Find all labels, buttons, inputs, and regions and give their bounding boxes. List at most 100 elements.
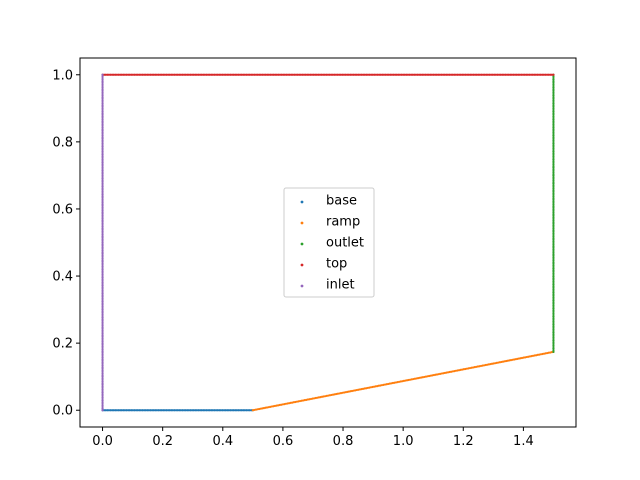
data-point xyxy=(101,321,104,324)
legend-marker-top xyxy=(300,263,304,267)
data-point xyxy=(474,73,477,76)
data-point xyxy=(101,332,104,335)
data-point xyxy=(152,73,155,76)
data-point xyxy=(552,158,555,161)
data-point xyxy=(101,163,104,166)
data-point xyxy=(101,289,104,292)
data-point xyxy=(210,73,213,76)
data-point xyxy=(101,159,104,163)
data-point xyxy=(552,153,555,156)
data-point xyxy=(109,409,112,412)
data-point xyxy=(382,73,386,76)
data-point xyxy=(552,291,555,294)
data-point xyxy=(552,329,555,333)
data-point xyxy=(552,286,555,289)
data-point xyxy=(536,73,539,76)
data-point xyxy=(230,73,234,76)
data-point xyxy=(483,73,486,76)
data-point xyxy=(552,120,555,123)
data-point xyxy=(552,92,555,96)
data-point xyxy=(523,73,526,76)
data-point xyxy=(552,342,555,345)
data-point xyxy=(133,73,136,76)
data-point xyxy=(552,297,555,301)
data-point xyxy=(552,113,555,116)
data-point xyxy=(101,373,104,377)
data-point xyxy=(411,73,414,76)
data-point xyxy=(296,73,299,76)
data-point xyxy=(101,265,104,268)
data-point xyxy=(101,193,104,196)
data-point xyxy=(119,73,122,76)
data-point xyxy=(221,409,224,412)
data-point xyxy=(552,142,555,145)
data-point xyxy=(101,273,104,276)
data-point xyxy=(141,73,144,76)
data-point xyxy=(552,180,555,184)
data-point xyxy=(464,73,467,76)
data-point xyxy=(552,337,555,341)
data-point xyxy=(101,358,104,361)
data-point xyxy=(552,100,555,104)
data-point xyxy=(187,409,190,412)
legend-label-outlet: outlet xyxy=(326,236,364,251)
data-point xyxy=(459,73,462,76)
data-point xyxy=(101,329,104,332)
data-point xyxy=(178,73,181,76)
data-point xyxy=(330,73,333,76)
data-point xyxy=(518,73,521,76)
data-point xyxy=(486,73,489,76)
data-point xyxy=(238,73,242,76)
data-point xyxy=(149,73,152,76)
data-point xyxy=(101,115,104,118)
data-point xyxy=(458,73,461,76)
data-point xyxy=(101,343,104,346)
data-point xyxy=(101,350,104,353)
data-point xyxy=(376,73,379,76)
data-point xyxy=(504,73,507,76)
data-point xyxy=(101,140,104,143)
data-point xyxy=(529,73,533,76)
data-point xyxy=(416,73,419,76)
data-point xyxy=(135,73,138,76)
data-point xyxy=(552,131,555,134)
data-point xyxy=(101,129,104,132)
data-point xyxy=(298,73,301,76)
data-point xyxy=(552,129,555,132)
data-point xyxy=(101,279,104,282)
data-point xyxy=(101,116,104,119)
data-point xyxy=(190,73,194,76)
data-point xyxy=(101,286,104,289)
data-point xyxy=(232,73,235,76)
data-point xyxy=(373,73,376,76)
data-point xyxy=(552,277,555,280)
data-point xyxy=(101,124,104,127)
data-point xyxy=(552,345,555,349)
data-point xyxy=(101,214,104,217)
data-point xyxy=(227,409,230,412)
data-point xyxy=(512,73,515,76)
data-point xyxy=(101,143,104,147)
data-point xyxy=(552,78,555,81)
data-point xyxy=(101,342,104,345)
data-point xyxy=(285,73,288,76)
data-point xyxy=(261,73,264,76)
data-point xyxy=(101,76,104,80)
data-point xyxy=(552,110,555,113)
data-point xyxy=(101,118,104,121)
data-point xyxy=(288,73,291,76)
data-point xyxy=(245,73,248,76)
data-point xyxy=(513,73,517,76)
data-point xyxy=(539,73,542,76)
data-point xyxy=(101,73,104,76)
data-point xyxy=(206,73,210,76)
data-point xyxy=(101,233,104,236)
data-point xyxy=(338,73,341,76)
data-point xyxy=(112,73,115,76)
data-point xyxy=(400,73,403,76)
data-point xyxy=(101,196,104,199)
data-point xyxy=(552,232,555,235)
data-point xyxy=(418,73,421,76)
data-point xyxy=(318,73,322,76)
